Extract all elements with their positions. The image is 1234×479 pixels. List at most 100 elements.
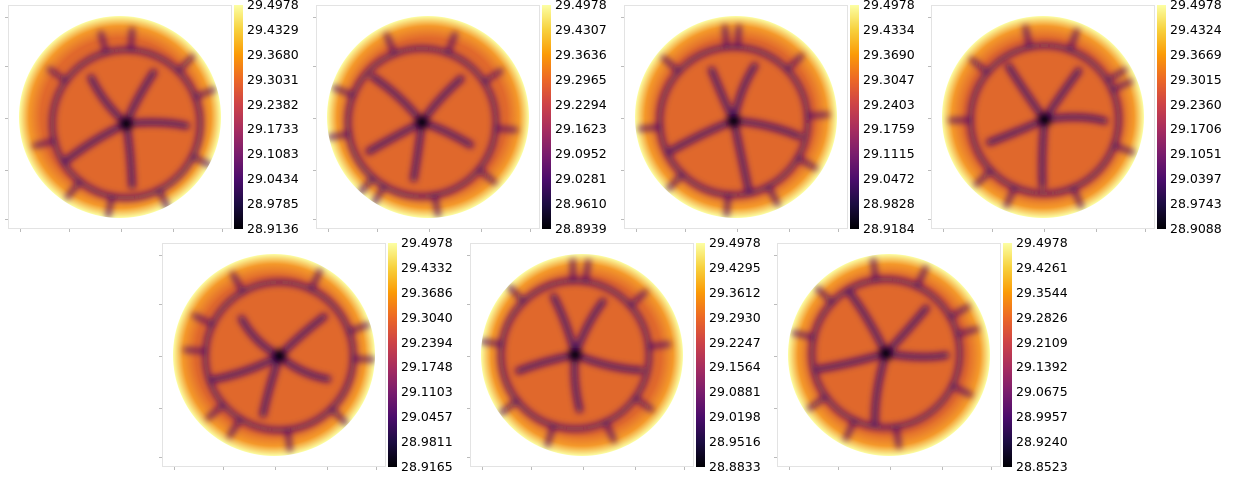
heatmap-panel-2: 29.4978 29.4307 29.3636 29.2965 29.2294 29.16… [308,0,611,236]
colorbar-tick-label: 29.3690 [863,46,915,62]
colorbar [388,243,397,467]
colorbar-tick-label: 29.2109 [1016,334,1068,350]
y-tick-mark [159,255,162,257]
colorbar-tick-labels: 29.4978 29.4307 29.3636 29.2965 29.2294 29.16… [555,0,611,236]
x-tick-mark [480,229,482,232]
heatmap-image [635,16,837,218]
x-tick-mark [788,229,790,232]
x-tick-mark [685,229,687,232]
colorbar-tick-label: 28.9785 [247,196,299,212]
x-tick-mark [1044,229,1045,232]
x-tick-mark [69,229,71,232]
plot-area [928,5,1155,232]
x-tick-mark [529,229,531,232]
colorbar-tick-label: 29.1051 [1170,146,1222,162]
colorbar-tick-label: 28.9136 [247,221,299,236]
x-tick-mark [737,229,738,232]
heatmap-image [327,16,529,218]
y-tick-mark [928,17,931,19]
y-tick-mark [621,169,624,171]
colorbar-tick-label: 29.4978 [709,235,761,250]
colorbar-tick-label: 29.4978 [247,0,299,12]
colorbar-tick-label: 28.9610 [555,196,607,212]
colorbar-tick-labels: 29.4978 29.4261 29.3544 29.2826 29.2109 29.13… [1016,236,1072,474]
x-tick-mark [275,467,276,470]
colorbar-tick-label: 29.4295 [709,259,761,275]
colorbar-tick-label: 28.9165 [401,459,453,474]
colorbar-tick-label: 28.9516 [709,434,761,450]
plot-area [621,5,848,232]
x-tick-mark [326,467,328,470]
y-tick-mark [621,17,624,19]
heatmap-panel-7: 29.4978 29.4261 29.3544 29.2826 29.2109 29.13… [769,236,1072,474]
y-tick-mark [5,169,8,171]
heatmap-panel-4: 29.4978 29.4324 29.3669 29.3015 29.2360 29.17… [923,0,1225,236]
x-tick-mark [837,229,839,232]
cell-ridges [183,268,375,452]
x-tick-mark [634,467,636,470]
colorbar [696,243,705,467]
heatmap-panel-1: 29.4978 29.4329 29.3680 29.3031 29.2382 29.17… [0,0,303,236]
colorbar-tick-label: 29.4334 [863,21,915,37]
colorbar-tick-label: 29.3040 [401,309,453,325]
colorbar-tick-label: 29.3031 [247,71,299,87]
x-tick-mark [683,467,685,470]
x-tick-mark [20,229,22,232]
x-tick-mark [221,229,223,232]
colorbar-tick-label: 29.2403 [863,96,915,112]
cell-ridges [791,257,980,449]
colorbar-tick-label: 29.3015 [1170,71,1222,87]
colorbar [1157,5,1166,229]
x-tick-mark [223,467,225,470]
y-tick-mark [774,304,777,306]
colorbar-tick-label: 29.4324 [1170,21,1222,37]
colorbar-tick-label: 28.9240 [1016,434,1068,450]
colorbar-tick-label: 29.4329 [247,21,299,37]
colorbar-tick-label: 28.9828 [863,196,915,212]
colorbar-tick-label: 29.1733 [247,121,299,137]
y-tick-mark [774,456,777,458]
colorbar-tick-label: 29.2382 [247,96,299,112]
colorbar-tick-label: 29.0881 [709,384,761,400]
colorbar-tick-label: 29.1392 [1016,359,1068,375]
x-tick-mark [531,467,533,470]
colorbar-tick-label: 29.4978 [555,0,607,12]
x-tick-mark [583,467,584,470]
y-tick-mark [774,356,777,357]
x-tick-mark [990,467,992,470]
y-tick-mark [774,255,777,257]
y-tick-mark [313,218,316,220]
colorbar-tick-label: 29.4978 [863,0,915,12]
cell-ridges [481,258,671,448]
colorbar-tick-label: 29.2294 [555,96,607,112]
colorbar-tick-labels: 29.4978 29.4334 29.3690 29.3047 29.2403 29.17… [863,0,919,236]
colorbar-tick-labels: 29.4978 29.4329 29.3680 29.3031 29.2382 29.17… [247,0,303,236]
colorbar-tick-label: 29.4261 [1016,259,1068,275]
colorbar-tick-label: 28.9088 [1170,221,1222,236]
x-tick-mark [375,467,377,470]
y-tick-mark [159,456,162,458]
colorbar-tick-label: 28.8833 [709,459,761,474]
colorbar-tick-labels: 29.4978 29.4332 29.3686 29.3040 29.2394 29.17… [401,236,457,474]
colorbar-tick-label: 29.0952 [555,146,607,162]
colorbar-tick-label: 29.3686 [401,284,453,300]
x-tick-mark [992,229,994,232]
colorbar-tick-label: 29.4332 [401,259,453,275]
plot-area [774,243,1001,470]
y-tick-mark [928,169,931,171]
colorbar-tick-label: 29.1083 [247,146,299,162]
colorbar-tick-label: 29.3047 [863,71,915,87]
x-tick-mark [1144,229,1146,232]
heatmap-image [19,16,221,218]
y-tick-mark [621,218,624,220]
y-tick-mark [467,356,470,357]
heatmap-image [788,254,990,456]
y-tick-mark [928,218,931,220]
heatmap-panel-3: 29.4978 29.4334 29.3690 29.3047 29.2403 29.17… [616,0,919,236]
y-tick-mark [159,356,162,357]
x-tick-mark [1095,229,1097,232]
cell-ridges [327,31,518,218]
colorbar-tick-label: 29.4978 [1170,0,1222,12]
y-tick-mark [5,17,8,19]
colorbar-tick-label: 29.2247 [709,334,761,350]
